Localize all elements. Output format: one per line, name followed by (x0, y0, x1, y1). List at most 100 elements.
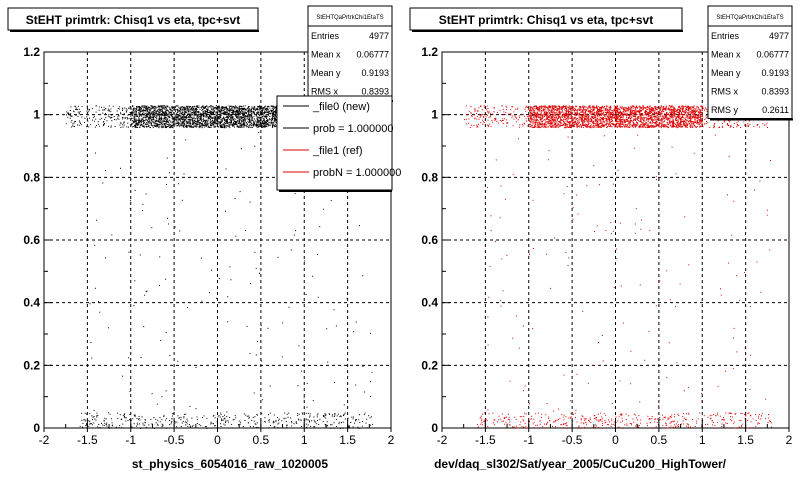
data-point (186, 112, 187, 113)
data-point (194, 120, 195, 121)
data-point (175, 110, 176, 111)
data-point (198, 118, 199, 119)
data-point (659, 126, 660, 127)
data-point (224, 418, 225, 419)
data-point (232, 110, 233, 111)
data-point (155, 113, 156, 114)
data-point (576, 115, 577, 116)
data-point (274, 421, 275, 422)
data-point (217, 124, 218, 125)
data-point (264, 125, 265, 126)
data-point (149, 117, 150, 118)
data-point (317, 254, 318, 255)
data-point (210, 116, 211, 117)
data-point (186, 419, 187, 420)
data-point (128, 357, 129, 358)
data-point (235, 114, 236, 115)
data-point (349, 425, 350, 426)
data-point (274, 126, 275, 127)
data-point (170, 121, 171, 122)
data-point (189, 119, 190, 120)
data-point (583, 106, 584, 107)
data-point (340, 428, 341, 429)
data-point (184, 111, 185, 112)
data-point (267, 120, 268, 121)
data-point (134, 415, 135, 416)
data-point (269, 119, 270, 120)
legend: _file0 (new)prob = 1.000000_file1 (ref)p… (277, 96, 401, 191)
data-point (179, 115, 180, 116)
data-point (226, 169, 227, 170)
data-point (80, 426, 81, 427)
data-point (110, 111, 111, 112)
data-point (216, 108, 217, 109)
data-point (155, 106, 156, 107)
data-point (228, 113, 229, 114)
data-point (140, 125, 141, 126)
data-point (246, 110, 247, 111)
data-point (135, 114, 136, 115)
data-point (250, 120, 251, 121)
data-point (603, 112, 604, 113)
data-point (233, 419, 234, 420)
data-point (188, 113, 189, 114)
data-point (184, 114, 185, 115)
data-point (204, 415, 205, 416)
data-point (258, 123, 259, 124)
data-point (216, 298, 217, 299)
data-point (99, 106, 100, 107)
data-point (118, 115, 119, 116)
data-point (274, 107, 275, 108)
data-point (236, 109, 237, 110)
data-point (172, 418, 173, 419)
data-point (203, 121, 204, 122)
data-point (207, 120, 208, 121)
data-point (220, 423, 221, 424)
data-point (227, 125, 228, 126)
data-point (150, 114, 151, 115)
data-point (317, 415, 318, 416)
data-point (151, 113, 152, 114)
data-point (249, 126, 250, 127)
data-point (264, 124, 265, 125)
data-point (210, 107, 211, 108)
data-point (177, 121, 178, 122)
data-point (167, 114, 168, 115)
data-point (152, 116, 153, 117)
data-point (229, 125, 230, 126)
data-point (143, 123, 144, 124)
data-point (277, 427, 278, 428)
data-point (248, 127, 249, 128)
data-point (134, 125, 135, 126)
data-point (537, 124, 538, 125)
data-point (111, 115, 112, 116)
data-point (249, 417, 250, 418)
data-point (190, 427, 191, 428)
data-point (263, 118, 264, 119)
data-point (372, 372, 373, 373)
data-point (554, 110, 555, 111)
data-point (588, 116, 589, 117)
data-point (228, 116, 229, 117)
data-point (155, 123, 156, 124)
data-point (158, 111, 159, 112)
data-point (195, 121, 196, 122)
data-point (664, 120, 665, 121)
data-point (173, 107, 174, 108)
x-tick-label: 0.5 (253, 433, 270, 447)
data-point (186, 422, 187, 423)
data-point (272, 125, 273, 126)
data-point (204, 113, 205, 114)
data-point (268, 420, 269, 421)
data-point (136, 106, 137, 107)
data-point (151, 123, 152, 124)
data-point (203, 116, 204, 117)
data-point (683, 117, 684, 118)
data-point (584, 107, 585, 108)
data-point (127, 123, 128, 124)
data-point (66, 123, 67, 124)
data-point (366, 419, 367, 420)
data-point (139, 122, 140, 123)
data-point (594, 117, 595, 118)
data-point (201, 301, 202, 302)
